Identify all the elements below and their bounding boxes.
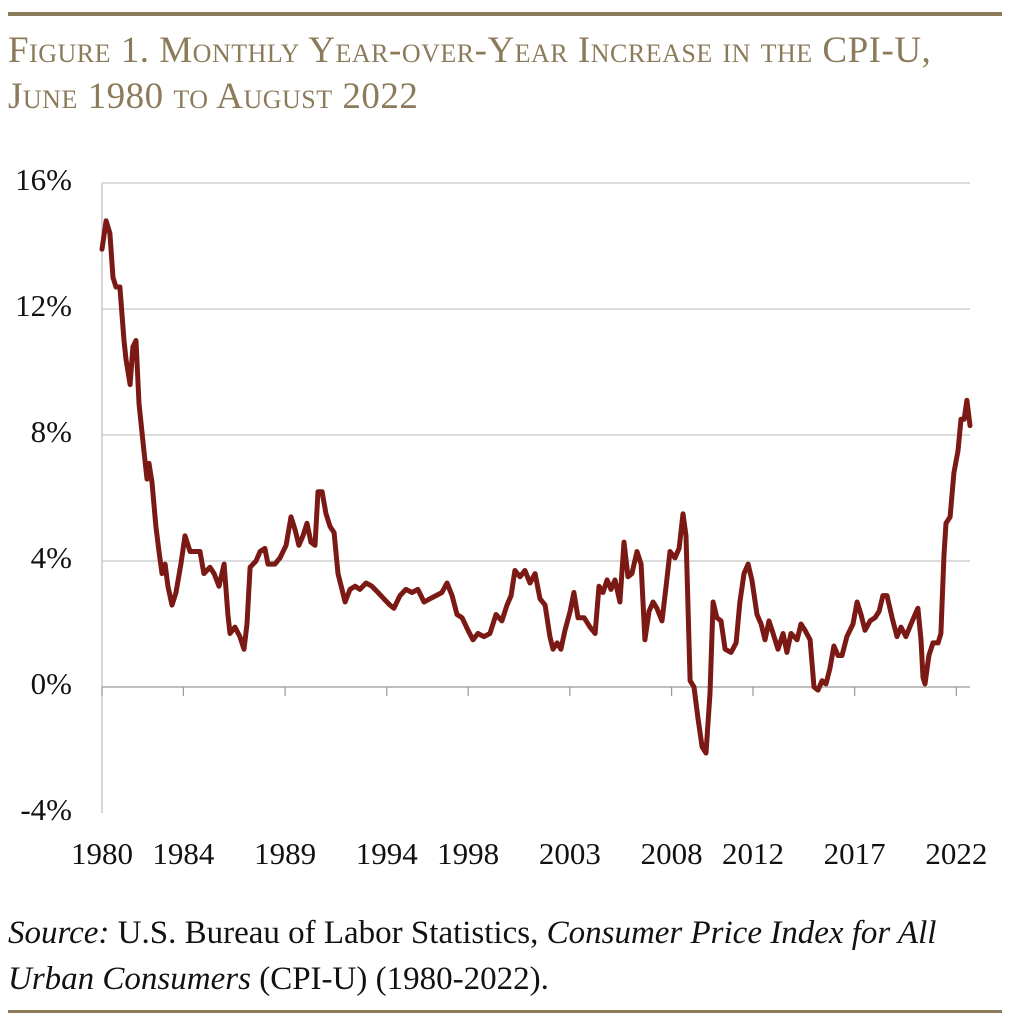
x-tick-label: 1980 xyxy=(71,836,133,871)
y-tick-label: 12% xyxy=(15,288,72,323)
source-publisher: U.S. Bureau of Labor Statistics, xyxy=(117,915,539,951)
x-tick-label: 2012 xyxy=(722,836,784,871)
x-tick-label: 1998 xyxy=(437,836,499,871)
source-note: Source: U.S. Bureau of Labor Statistics,… xyxy=(8,910,988,1002)
source-title: Consumer Price Index for All Urban Consu… xyxy=(8,915,937,997)
top-rule xyxy=(8,12,1002,16)
x-tick-label: 2017 xyxy=(824,836,886,871)
x-tick-label: 2003 xyxy=(539,836,601,871)
x-tick-label: 1994 xyxy=(356,836,419,871)
x-tick-label: 2008 xyxy=(641,836,703,871)
source-detail: (CPI-U) (1980-2022). xyxy=(259,961,549,997)
data-line xyxy=(99,218,973,756)
y-tick-label: -4% xyxy=(20,792,72,827)
chart-title: Figure 1. Monthly Year-over-Year Increas… xyxy=(8,30,932,117)
source-label: Source: xyxy=(8,915,110,951)
y-tick-label: 8% xyxy=(31,414,72,449)
y-tick-label: 0% xyxy=(31,666,72,701)
x-tick-label: 2022 xyxy=(925,836,987,871)
bottom-rule xyxy=(8,1010,1002,1013)
y-tick-label: 4% xyxy=(31,540,72,575)
x-tick-label: 1984 xyxy=(152,836,215,871)
x-tick-label: 1989 xyxy=(254,836,316,871)
y-tick-label: 16% xyxy=(15,162,72,197)
